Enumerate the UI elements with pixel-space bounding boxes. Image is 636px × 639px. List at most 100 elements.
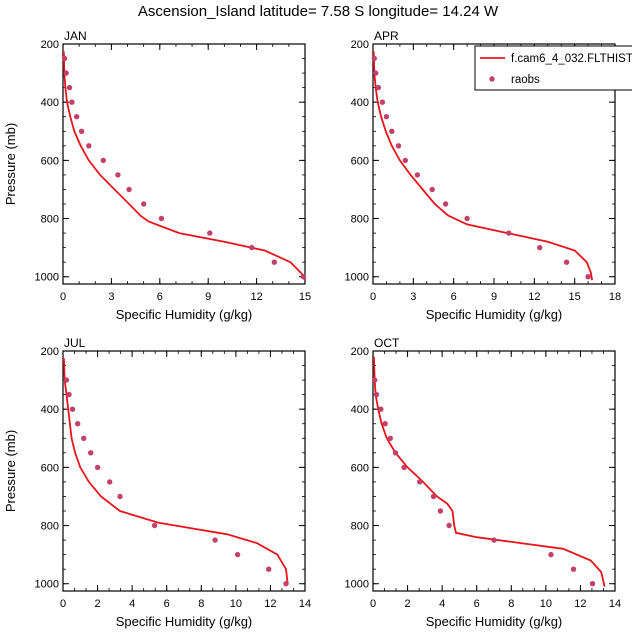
x-tick-label: 12 xyxy=(528,291,540,303)
obs-point xyxy=(371,55,377,62)
obs-point xyxy=(548,551,554,558)
obs-point xyxy=(126,186,132,193)
plot-frame xyxy=(372,350,616,592)
x-tick-label: 0 xyxy=(60,291,66,303)
panel-title: APR xyxy=(374,29,399,43)
obs-point xyxy=(66,391,72,398)
obs-point xyxy=(300,274,307,280)
obs-point xyxy=(402,157,408,164)
x-tick-label: 14 xyxy=(299,598,311,610)
x-tick-label: 14 xyxy=(609,598,621,610)
obs-point xyxy=(442,201,449,207)
y-axis-label: Pressure (mb) xyxy=(3,430,18,512)
legend-marker-swatch xyxy=(489,76,495,82)
obs-point xyxy=(382,421,388,427)
x-axis-label: Specific Humidity (g/kg) xyxy=(426,614,563,629)
obs-point xyxy=(117,493,123,500)
obs-point xyxy=(74,114,80,120)
x-tick-label: 0 xyxy=(370,291,376,303)
y-tick-label: 800 xyxy=(41,521,59,533)
obs-point xyxy=(63,377,70,383)
y-tick-label: 400 xyxy=(41,404,59,416)
obs-point xyxy=(464,215,470,222)
obs-point xyxy=(387,435,393,441)
obs-point xyxy=(375,84,382,91)
panel-title: JUL xyxy=(64,336,86,350)
x-tick-label: 6 xyxy=(474,598,480,610)
x-axis-label: Specific Humidity (g/kg) xyxy=(116,614,253,629)
obs-point xyxy=(234,551,241,558)
obs-point xyxy=(94,464,101,471)
x-tick-label: 12 xyxy=(264,598,276,610)
x-tick-label: 4 xyxy=(129,598,135,610)
figure-title: Ascension_Island latitude= 7.58 S longit… xyxy=(137,3,499,20)
plot-frame xyxy=(62,350,306,592)
obs-point xyxy=(78,128,85,134)
obs-point xyxy=(151,522,158,529)
x-tick-label: 10 xyxy=(540,598,552,610)
x-tick-label: 4 xyxy=(439,598,445,610)
obs-point xyxy=(392,450,399,456)
y-tick-label: 200 xyxy=(351,346,369,358)
obs-point xyxy=(417,479,423,485)
obs-point xyxy=(373,391,380,398)
x-tick-label: 18 xyxy=(609,291,621,303)
obs-point xyxy=(66,84,73,91)
y-tick-label: 800 xyxy=(351,521,369,533)
y-tick-label: 600 xyxy=(351,462,369,474)
y-tick-label: 200 xyxy=(41,346,59,358)
x-tick-label: 3 xyxy=(410,291,416,303)
legend-box xyxy=(474,45,632,91)
x-tick-label: 0 xyxy=(60,598,66,610)
y-axis-label: Pressure (mb) xyxy=(3,123,18,205)
obs-point xyxy=(63,70,69,76)
x-tick-label: 10 xyxy=(230,598,242,610)
y-tick-label: 800 xyxy=(351,214,369,226)
obs-point xyxy=(81,435,87,441)
obs-point xyxy=(271,259,277,265)
obs-point xyxy=(373,70,379,76)
obs-point xyxy=(86,143,92,149)
y-tick-label: 400 xyxy=(351,404,369,416)
series-line-model xyxy=(373,51,593,281)
x-tick-label: 8 xyxy=(198,598,204,610)
obs-point xyxy=(589,581,596,587)
x-tick-label: 12 xyxy=(250,291,262,303)
x-tick-label: 3 xyxy=(108,291,114,303)
legend-label-model: f.cam6_4_032.FLTHIST xyxy=(511,53,633,65)
y-tick-label: 200 xyxy=(41,39,59,51)
x-tick-label: 15 xyxy=(569,291,581,303)
x-tick-label: 0 xyxy=(370,598,376,610)
x-tick-label: 6 xyxy=(157,291,163,303)
obs-point xyxy=(563,259,570,265)
obs-point xyxy=(372,377,378,383)
obs-point xyxy=(446,522,452,529)
panel-jan: JAN 0 3 6 9 12 15 200 400 600 800 1000 Specific Humi… xyxy=(3,29,311,322)
y-tick-label: 1000 xyxy=(35,579,59,591)
obs-point xyxy=(266,566,272,572)
x-tick-label: 2 xyxy=(95,598,101,610)
obs-point xyxy=(506,230,512,236)
obs-point xyxy=(570,566,577,572)
obs-point xyxy=(395,143,402,149)
y-tick-label: 400 xyxy=(351,97,369,109)
x-axis-label: Specific Humidity (g/kg) xyxy=(116,307,253,322)
y-tick-label: 200 xyxy=(351,39,369,51)
y-tick-label: 600 xyxy=(351,155,369,167)
obs-point xyxy=(100,157,107,164)
legend-label-obs: raobs xyxy=(511,74,540,86)
obs-point xyxy=(69,99,75,105)
obs-point xyxy=(437,508,444,514)
x-axis-label: Specific Humidity (g/kg) xyxy=(426,307,563,322)
obs-point xyxy=(283,581,289,587)
x-tick-label: 12 xyxy=(574,598,586,610)
obs-point xyxy=(389,128,395,134)
x-tick-label: 2 xyxy=(405,598,411,610)
y-tick-label: 1000 xyxy=(35,272,59,284)
obs-point xyxy=(378,406,384,412)
x-tick-label: 9 xyxy=(205,291,211,303)
y-tick-label: 600 xyxy=(41,462,59,474)
obs-point xyxy=(383,114,390,120)
obs-point xyxy=(75,421,81,427)
